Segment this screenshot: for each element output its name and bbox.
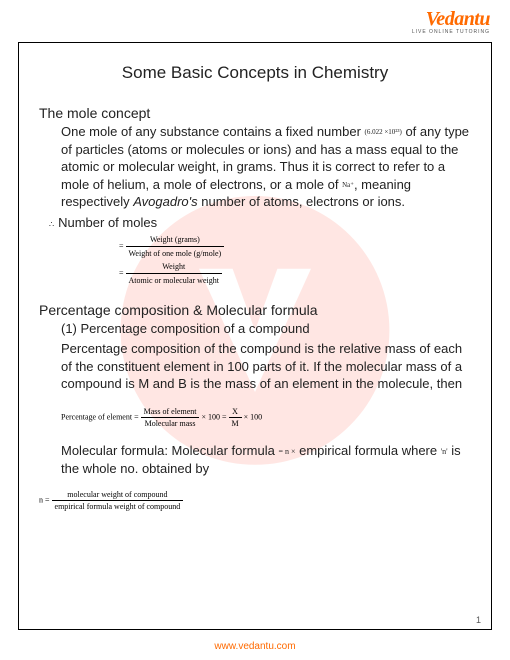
therefore-symbol: ∴: [49, 220, 54, 229]
pct-num2: X: [229, 407, 242, 418]
pct-times-b: × 100: [244, 412, 263, 421]
mole-text-4: number of atoms, electrons or ions.: [198, 194, 405, 209]
pct-body: Percentage composition of the compound i…: [61, 340, 471, 393]
molecular-formula-text: Molecular formula: Molecular formula = n…: [61, 442, 471, 478]
f1-numerator: Weight (grams): [126, 234, 225, 247]
f2-denominator: Atomic or molecular weight: [126, 274, 222, 286]
moles-formula: = Weight (grams)Weight of one mole (g/mo…: [119, 234, 471, 287]
f2-numerator: Weight: [126, 261, 222, 274]
f1-denominator: Weight of one mole (g/mole): [126, 247, 225, 259]
page-title: Some Basic Concepts in Chemistry: [39, 63, 471, 83]
pct-label: Percentage of element: [61, 412, 132, 421]
pct-sub1: (1) Percentage composition of a compound: [61, 320, 471, 338]
mole-paragraph: One mole of any substance contains a fix…: [61, 123, 471, 211]
pct-formula: Percentage of element = Mass of elementM…: [61, 407, 471, 428]
n-numerator: molecular weight of compound: [52, 490, 184, 501]
n-label: n =: [39, 495, 50, 504]
na-ion: Na⁺: [342, 181, 354, 189]
moles-formula-1: = Weight (grams)Weight of one mole (g/mo…: [119, 234, 471, 259]
page-frame: Some Basic Concepts in Chemistry The mol…: [18, 42, 492, 630]
brand-tagline: LIVE ONLINE TUTORING: [412, 29, 490, 35]
mf-1a: Molecular formula: Molecular formula: [61, 443, 278, 458]
section-pct-heading: Percentage composition & Molecular formu…: [39, 302, 471, 318]
content-area: Some Basic Concepts in Chemistry The mol…: [39, 63, 471, 511]
section-mole-heading: The mole concept: [39, 105, 471, 121]
n-formula: n = molecular weight of compoundempirica…: [39, 490, 471, 511]
avogadros-name: Avogadro's: [133, 194, 197, 209]
mf-1b: empirical formula where: [299, 443, 441, 458]
footer-url: www.vedantu.com: [0, 641, 510, 652]
brand-logo: Vedantu LIVE ONLINE TUTORING: [412, 8, 490, 35]
brand-name: Vedantu: [412, 8, 490, 31]
number-of-moles-label: ∴ Number of moles: [49, 215, 471, 230]
pct-times-a: × 100 =: [201, 412, 226, 421]
nmoles-text: Number of moles: [58, 215, 157, 230]
avogadro-number: (6.022 ×10²³): [365, 128, 402, 136]
moles-formula-2: = WeightAtomic or molecular weight: [119, 261, 471, 286]
pct-num1: Mass of element: [141, 407, 200, 418]
pct-den2: M: [229, 418, 242, 428]
mf-eqn: = n ×: [278, 447, 295, 456]
n-denominator: empirical formula weight of compound: [52, 501, 184, 511]
mole-text-1: One mole of any substance contains a fix…: [61, 124, 365, 139]
page-number: 1: [476, 615, 481, 625]
pct-den1: Molecular mass: [141, 418, 200, 428]
mf-n: 'n': [441, 447, 448, 456]
